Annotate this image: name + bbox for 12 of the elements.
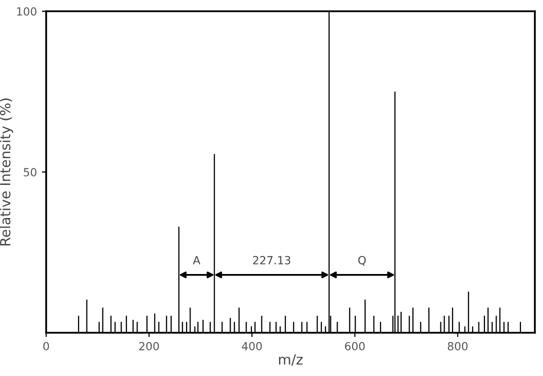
annotation: A	[192, 256, 200, 264]
annotation: 227.13	[253, 256, 290, 264]
x-tick-label: 600	[344, 342, 365, 350]
x-tick-label: 200	[139, 342, 159, 350]
x-tick-label: 0	[43, 342, 49, 350]
x-axis-title: m/z	[279, 354, 303, 366]
x-tick-label: 800	[448, 342, 468, 350]
y-axis-title: Relative Intensity (%)	[0, 98, 14, 246]
x-tick-label: 400	[242, 342, 262, 350]
y-tick-label: 50	[24, 168, 36, 176]
annotation: Q	[358, 256, 366, 266]
y-tick-label: 100	[17, 7, 36, 16]
